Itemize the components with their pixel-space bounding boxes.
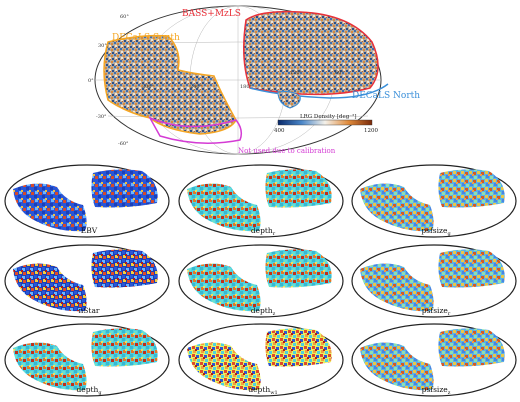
- systematic-map-nstar: nStar: [4, 244, 170, 318]
- map-label: psfsizez: [422, 385, 451, 396]
- map-label: depthg: [76, 385, 102, 396]
- colorbar: [277, 119, 373, 126]
- south-footprint: [13, 183, 87, 232]
- systematic-map-depth-z: depthz: [178, 244, 344, 318]
- systematic-map-psfsize-r: psfsizer: [351, 244, 517, 318]
- colorbar-label: LRG Density [deg⁻²]: [300, 113, 357, 120]
- systematic-map-ebv: EBV: [4, 164, 170, 238]
- systematic-map-psfsize-z: psfsizez: [351, 323, 517, 397]
- south-footprint: [187, 263, 261, 312]
- dec-tick-m60: -60°: [118, 141, 129, 147]
- south-footprint: [187, 183, 261, 232]
- south-footprint: [13, 342, 87, 391]
- systematic-map-depth-g: depthg: [4, 323, 170, 397]
- map-label: depthw1: [248, 385, 277, 396]
- ra-tick-300: 300°: [142, 84, 155, 90]
- dec-tick-30: 30°: [98, 43, 107, 49]
- ra-tick-120: 120°: [290, 70, 303, 76]
- north-footprint: [438, 169, 505, 208]
- systematic-map-psfsize-g: psfsizeg: [351, 164, 517, 238]
- south-footprint: [13, 263, 87, 312]
- map-label: depthr: [251, 226, 276, 237]
- dec-tick-60: 60°: [120, 14, 129, 20]
- map-label: depthz: [251, 306, 276, 317]
- decals-south-label: DECaLS South: [112, 33, 180, 43]
- systematic-map-depth-r: depthr: [178, 164, 344, 238]
- not-used-label: Not used due to calibration: [238, 147, 336, 155]
- north-footprint: [91, 169, 158, 208]
- ra-tick-180: 180°: [240, 84, 253, 90]
- ra-tick-240: 240°: [190, 84, 203, 90]
- south-footprint: [360, 183, 434, 232]
- north-footprint: [438, 328, 505, 367]
- south-footprint: [187, 342, 261, 391]
- north-footprint: [243, 10, 379, 96]
- map-label: psfsizer: [422, 306, 451, 317]
- systematic-map-depth-w1: depthw1: [178, 323, 344, 397]
- map-label: EBV: [81, 226, 98, 235]
- not-used-outline: [148, 116, 243, 144]
- south-footprint: [360, 342, 434, 391]
- map-label: nStar: [78, 306, 99, 315]
- north-footprint: [265, 328, 332, 367]
- dec-tick-m30: -30°: [96, 114, 107, 120]
- north-footprint: [265, 169, 332, 208]
- decals-north-outline: [249, 83, 389, 99]
- north-footprint: [265, 249, 332, 288]
- dec-tick-0: 0°: [88, 78, 94, 84]
- north-footprint: [91, 328, 158, 367]
- colorbar-max: 1200: [364, 128, 378, 134]
- colorbar-min: 400: [274, 128, 285, 134]
- ra-tick-60: 60°: [335, 70, 344, 76]
- north-island: [277, 91, 301, 109]
- north-footprint: [438, 249, 505, 288]
- decals-north-label: DECaLS North: [352, 91, 420, 101]
- map-label: psfsizeg: [421, 226, 451, 237]
- north-footprint: [91, 249, 158, 288]
- lrg-density-map: BASS+MzLS DECaLS South DECaLS North Not …: [88, 5, 420, 155]
- south-footprint: [360, 263, 434, 312]
- bass-label: BASS+MzLS: [182, 9, 241, 19]
